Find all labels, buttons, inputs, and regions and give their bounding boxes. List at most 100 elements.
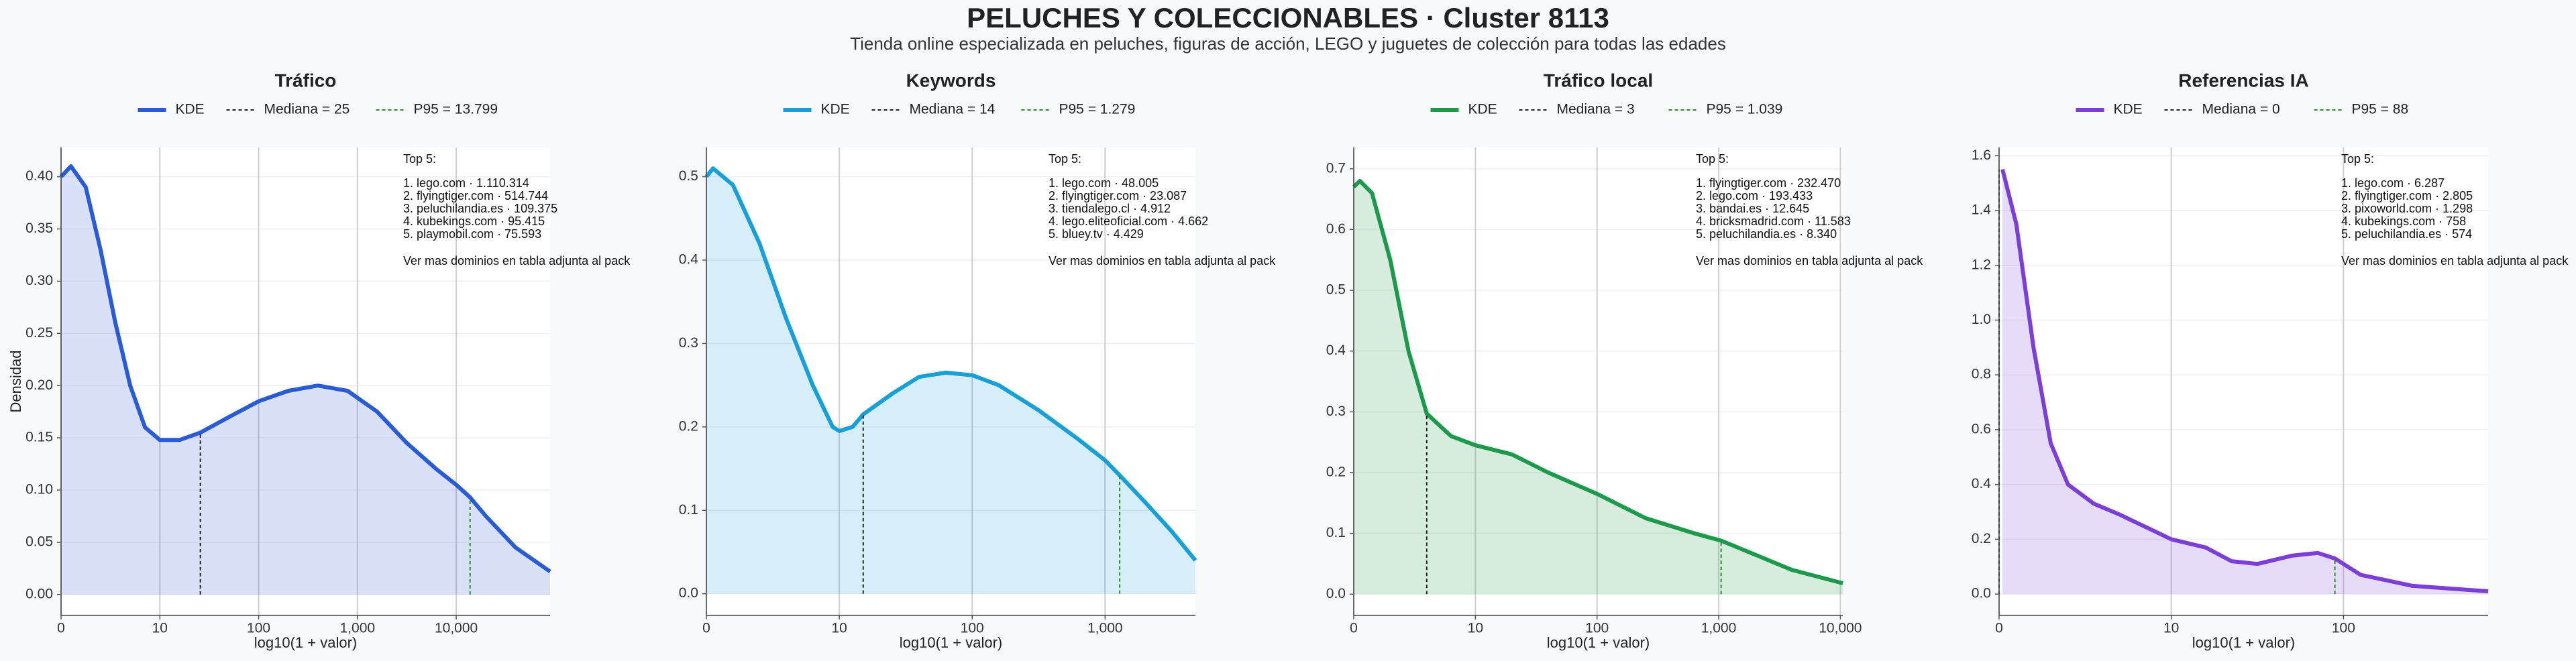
y-axis-label: Densidad [7,351,24,413]
y-tick-label: 0.7 [1326,160,1346,176]
annotation-title: Top 5: [1049,152,1081,166]
y-tick-label: 1.0 [1972,312,1991,327]
y-tick-label: 0.20 [25,377,53,393]
x-tick-label: 0 [702,621,710,636]
x-tick-label: 0 [57,621,65,636]
y-tick-label: 0.4 [679,252,699,267]
y-tick-label: 0.2 [1972,531,1991,546]
kde-line [704,166,1197,562]
annotation-item: 3. tiendalego.cl · 4.912 [1049,202,1171,215]
plot-area [1354,147,1843,615]
kde-area [61,166,550,595]
y-tick-label: 0.30 [25,273,53,288]
y-tick-label: 0.2 [1326,465,1346,480]
x-tick-label: 100 [1585,621,1609,636]
y-tick-label: 0.3 [1326,404,1346,419]
y-tick-label: 0.4 [1972,476,1992,491]
panel: 0.00 0.05 0.10 0.15 0.20 0.25 0.30 0.35 0.40 0 10 1… [7,70,631,650]
kde-line [59,164,551,574]
legend-label: KDE [1468,102,1497,117]
x-tick-label: 100 [961,621,984,636]
kde-line [1352,178,1843,585]
plot-area [1999,147,2488,615]
x-tick-label: 10,000 [1819,621,1862,636]
x-axis-label: log10(1 + valor) [2192,634,2295,651]
annotation-item: 4. kubekings.com · 95.415 [403,215,545,228]
legend-label: P95 = 1.039 [1707,102,1783,117]
annotation-item: 5. playmobil.com · 75.593 [403,227,541,241]
figure-subtitle: Tienda online especializada en peluches,… [850,34,1726,54]
annotation-item: 2. flyingtiger.com · 2.805 [2341,189,2473,202]
legend-label: P95 = 13.799 [414,102,498,117]
annotation-item: 3. peluchilandia.es · 109.375 [403,202,557,215]
y-tick-label: 0.35 [25,221,53,236]
x-tick-label: 100 [247,621,270,636]
annotation-item: 5. peluchilandia.es · 574 [2341,227,2472,241]
x-tick-label: 10 [831,621,847,636]
annotation-item: 2. lego.com · 193.433 [1696,189,1813,202]
y-tick-label: 1.6 [1972,147,1991,163]
x-tick-label: 1,000 [1701,621,1737,636]
annotation-item: 4. kubekings.com · 758 [2341,215,2466,228]
x-axis-label: log10(1 + valor) [1547,634,1650,651]
annotation-item: 5. peluchilandia.es · 8.340 [1696,227,1837,241]
kde-area [1354,180,1843,595]
annotation-title: Top 5: [403,152,436,166]
annotation-note: Ver mas dominios en tabla adjunta al pac… [1696,254,1923,267]
y-tick-label: 0.00 [25,586,53,601]
plot-area [61,147,550,615]
annotation-item: 3. pixoworld.com · 1.298 [2341,202,2473,215]
y-tick-label: 0.25 [25,325,53,341]
panel-title: Referencias IA [2178,70,2309,91]
y-tick-label: 0.0 [679,585,698,601]
kde-line [2000,168,2489,593]
y-tick-label: 0.40 [25,168,53,184]
legend-label: KDE [176,102,205,117]
kde-area [706,168,1195,594]
legend-label: P95 = 1.279 [1059,102,1136,117]
plot-area [706,147,1195,615]
annotation-item: 1. flyingtiger.com · 232.470 [1696,176,1841,190]
panel: 0.0 0.1 0.2 0.3 0.4 0.5 0.6 0.7 0 10 100 1,000 10,00… [1326,70,1923,650]
x-tick-label: 1,000 [1087,621,1123,636]
annotation-title: Top 5: [2341,152,2374,166]
panel: 0.0 0.1 0.2 0.3 0.4 0.5 0 10 100 1,000 Keywords log… [679,70,1276,650]
annotation-note: Ver mas dominios en tabla adjunta al pac… [403,254,631,267]
x-axis-label: log10(1 + valor) [900,634,1002,651]
panel-title: Tráfico [275,70,337,91]
y-tick-label: 0.15 [25,430,53,445]
annotation-item: 4. lego.eliteoficial.com · 4.662 [1049,215,1208,228]
annotation-item: 5. bluey.tv · 4.429 [1049,227,1144,241]
y-tick-label: 0.5 [1326,282,1346,298]
y-tick-label: 0.3 [679,335,698,351]
y-tick-label: 0.1 [679,502,698,518]
y-tick-label: 0.0 [1972,586,1991,601]
annotation-item: 3. bandai.es · 12.645 [1696,202,1809,215]
y-tick-label: 0.4 [1326,343,1346,358]
x-tick-label: 10 [2163,621,2179,636]
x-tick-label: 10 [1468,621,1483,636]
annotation-item: 1. lego.com · 48.005 [1049,176,1159,190]
legend-label: Mediana = 0 [2202,102,2280,117]
x-tick-label: 100 [2332,621,2355,636]
y-tick-label: 0.10 [25,482,53,497]
y-tick-label: 0.8 [1972,367,1991,382]
y-tick-label: 1.2 [1972,257,1991,272]
legend-label: P95 = 88 [2352,102,2409,117]
panel: 0.0 0.2 0.4 0.6 0.8 1.0 1.2 1.4 1.6 0 10 100 Referen… [1972,70,2569,650]
x-tick-label: 10,000 [435,621,478,636]
annotation-note: Ver mas dominios en tabla adjunta al pac… [1049,254,1276,267]
x-axis-label: log10(1 + valor) [254,634,357,651]
panel-title: Tráfico local [1544,70,1653,91]
legend-label: Mediana = 14 [910,102,996,117]
y-tick-label: 1.4 [1972,202,1992,218]
y-tick-label: 0.2 [679,418,698,434]
x-tick-label: 10 [152,621,168,636]
legend-label: KDE [2114,102,2143,117]
annotation-item: 2. flyingtiger.com · 514.744 [403,189,548,202]
y-tick-label: 0.0 [1326,586,1346,601]
y-tick-label: 0.05 [25,534,53,549]
x-tick-label: 0 [1995,621,2003,636]
